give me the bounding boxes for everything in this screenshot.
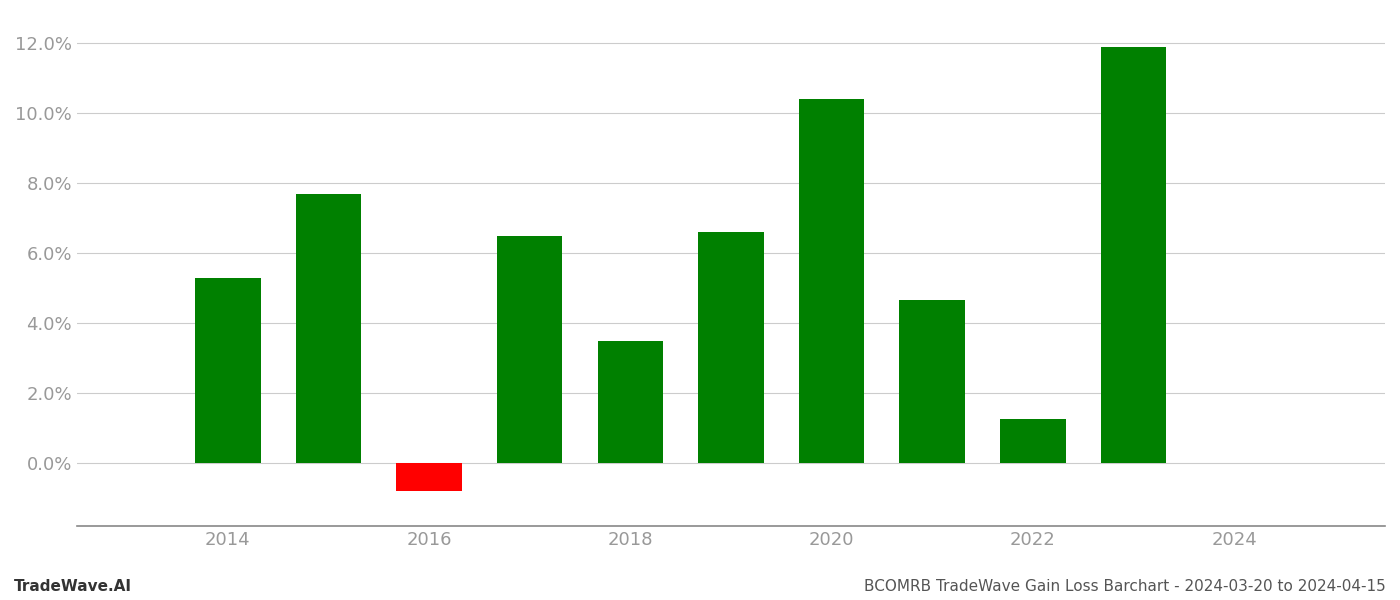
Bar xyxy=(1100,47,1166,463)
Bar xyxy=(1000,419,1065,463)
Bar xyxy=(899,301,965,463)
Text: BCOMRB TradeWave Gain Loss Barchart - 2024-03-20 to 2024-04-15: BCOMRB TradeWave Gain Loss Barchart - 20… xyxy=(864,579,1386,594)
Bar xyxy=(195,278,260,463)
Bar xyxy=(295,194,361,463)
Text: TradeWave.AI: TradeWave.AI xyxy=(14,579,132,594)
Bar xyxy=(396,463,462,491)
Bar xyxy=(497,236,563,463)
Bar xyxy=(598,341,664,463)
Bar xyxy=(799,99,864,463)
Bar xyxy=(699,232,763,463)
